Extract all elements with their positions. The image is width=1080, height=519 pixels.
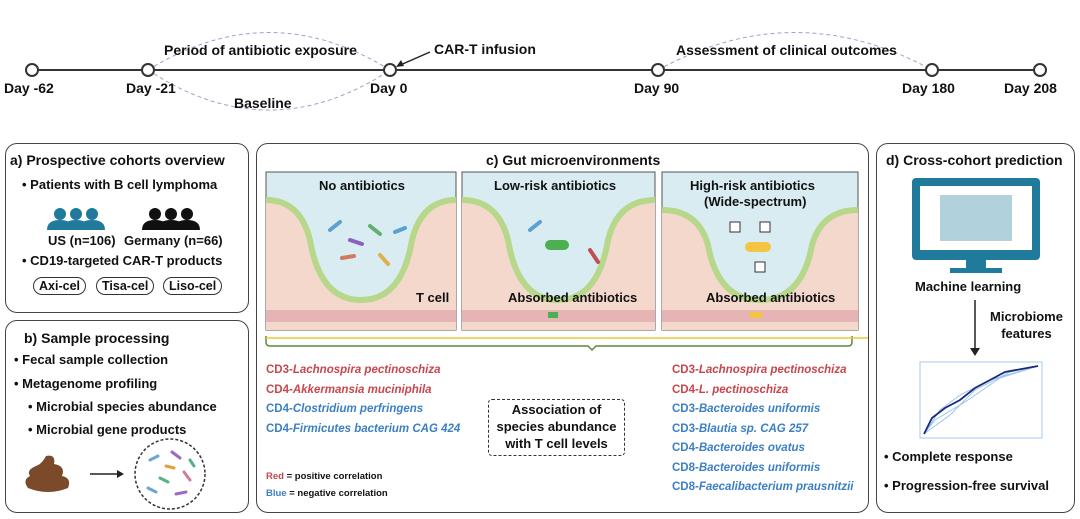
bullet-item: • Metagenome profiling <box>14 376 158 391</box>
gut-scene-no-antibiotics <box>265 171 457 331</box>
day-label: Day 90 <box>634 80 680 96</box>
absorbed-label: Absorbed antibiotics <box>706 290 836 305</box>
species-item: CD3-Lachnospira pectinoschiza <box>672 364 847 376</box>
species-item: CD4-Firmicutes bacterium CAG 424 <box>266 422 461 435</box>
species-item: CD4-Bacteroides ovatus <box>672 442 805 454</box>
day-marker <box>25 63 39 77</box>
bullet-products: • CD19-targeted CAR-T products <box>22 253 223 268</box>
species-item: CD3-Lachnospira pectinoschiza <box>266 364 441 376</box>
species-item: CD4-Akkermansia muciniphila <box>266 383 432 396</box>
panel-d-title: d) Cross-cohort prediction <box>886 152 1063 168</box>
germany-cohort-icon <box>142 208 200 230</box>
ml-label: Machine learning <box>915 279 1022 294</box>
gut-scene-high-risk <box>661 171 859 331</box>
day-marker <box>651 63 665 77</box>
bullet-item: • Microbial gene products <box>28 422 187 437</box>
species-item: CD3-Bacteroides uniformis <box>672 403 821 415</box>
features-label: Microbiome features <box>990 309 1063 341</box>
product-pill: Tisa-cel <box>96 277 155 295</box>
antibiotic-period-label: Period of antibiotic exposure <box>164 42 357 58</box>
fecal-sample-icon <box>25 455 70 492</box>
infusion-label: CAR-T infusion <box>434 41 536 57</box>
down-arrow <box>970 300 980 356</box>
infusion-arrow <box>397 51 431 67</box>
panel-b-title: b) Sample processing <box>24 330 170 346</box>
legend-negative: Blue = negative correlation <box>266 488 388 499</box>
legend-positive: Red = positive correlation <box>266 471 383 482</box>
product-pill: Liso-cel <box>163 277 223 295</box>
bullet-item: • Fecal sample collection <box>14 352 169 367</box>
antibiotic-arc <box>147 32 391 71</box>
scene-label: (Wide-spectrum) <box>704 194 807 209</box>
association-line: Association of <box>511 402 602 417</box>
bullet-patients: • Patients with B cell lymphoma <box>22 177 218 192</box>
process-arrow <box>90 470 124 478</box>
day-marker <box>141 63 155 77</box>
panel-sample-processing <box>5 320 249 513</box>
outcome-item: • Complete response <box>884 449 1013 464</box>
species-item: CD3-Blautia sp. CAG 257 <box>672 422 809 435</box>
us-cohort-icon <box>47 208 105 230</box>
outcome-item: • Progression-free survival <box>884 478 1049 493</box>
panel-gut-microenvironments <box>256 143 869 513</box>
us-cohort-label: US (n=106) <box>48 233 116 248</box>
assessment-label: Assessment of clinical outcomes <box>676 42 897 58</box>
association-box: Association of species abundance with T … <box>488 399 625 456</box>
panel-cohorts <box>5 143 249 313</box>
association-line: with T cell levels <box>505 436 608 451</box>
day-label: Day -62 <box>4 80 54 96</box>
species-item: CD8-Bacteroides uniformis <box>672 461 821 474</box>
panel-c-title: c) Gut microenvironments <box>486 152 661 168</box>
germany-cohort-label: Germany (n=66) <box>124 233 223 248</box>
gut-scene-low-risk <box>461 171 656 331</box>
day-label: Day 0 <box>370 80 408 96</box>
day-label: Day 180 <box>902 80 955 96</box>
scene-label: High-risk antibiotics <box>690 178 815 193</box>
species-item: CD8-Faecalibacterium prausnitzii <box>672 481 854 493</box>
computer-icon <box>912 178 1040 273</box>
roc-curve-chart <box>919 361 1043 439</box>
day-marker <box>925 63 939 77</box>
absorbed-label: Absorbed antibiotics <box>508 290 638 305</box>
panel-prediction <box>876 143 1075 513</box>
species-item: CD4-Clostridium perfringens <box>266 403 424 415</box>
tcell-label: T cell <box>416 290 450 305</box>
scene-label: Low-risk antibiotics <box>494 178 617 193</box>
day-label: Day -21 <box>126 80 176 96</box>
association-line: species abundance <box>496 419 617 434</box>
product-pill: Axi-cel <box>33 277 86 295</box>
scene-label: No antibiotics <box>319 178 405 193</box>
baseline-arc <box>147 69 391 111</box>
timeline <box>25 32 1047 111</box>
panel-a-title: a) Prospective cohorts overview <box>10 152 225 168</box>
species-item: CD4-L. pectinoschiza <box>672 383 789 396</box>
brace-left <box>265 336 853 352</box>
assessment-arc <box>657 32 933 71</box>
day-label: Day 208 <box>1004 80 1057 96</box>
bullet-item: • Microbial species abundance <box>28 399 217 414</box>
day-marker <box>383 63 397 77</box>
baseline-label: Baseline <box>234 95 292 111</box>
petri-dish-icon <box>134 438 206 510</box>
day-marker <box>1033 63 1047 77</box>
